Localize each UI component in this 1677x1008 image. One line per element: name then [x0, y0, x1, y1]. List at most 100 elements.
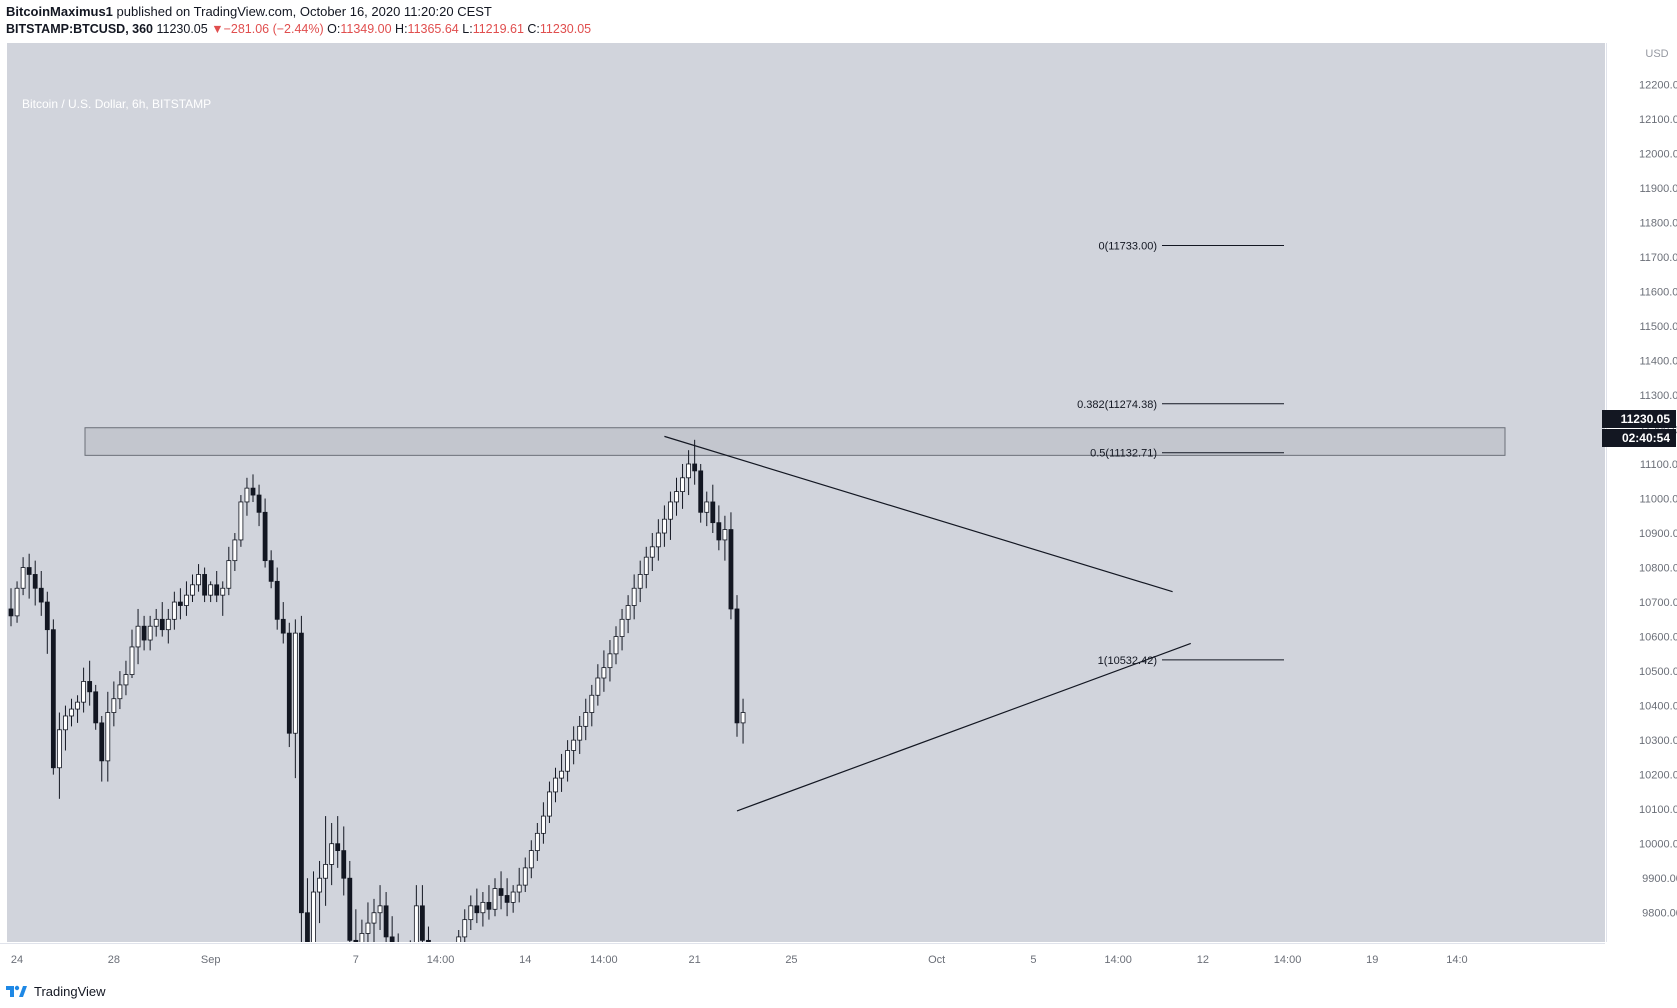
candle [335, 816, 341, 868]
candle [268, 550, 274, 589]
price-tick-label: 11600.00 [1639, 286, 1677, 298]
candle [50, 619, 56, 775]
candle [462, 909, 468, 951]
candle [474, 888, 480, 924]
time-tick-label: 25 [785, 954, 797, 966]
candle [250, 474, 256, 502]
candle [722, 515, 728, 561]
time-tick-label: 21 [689, 954, 701, 966]
high-value: 11365.64 [407, 22, 459, 36]
candlestick-chart[interactable]: 0(11733.00) 0.382(11274.38) 0.5(11132.71) 1… [7, 43, 1605, 1008]
candle [177, 588, 183, 620]
candle [413, 885, 419, 962]
candle [547, 781, 552, 823]
candle [44, 591, 50, 654]
candle [498, 871, 504, 910]
currency-label: USD [1645, 48, 1668, 60]
candle [395, 933, 401, 1003]
price-tick-label: 10700.00 [1639, 597, 1677, 609]
candle [377, 885, 383, 930]
candle [93, 684, 99, 730]
chart-legend: Bitcoin / U.S. Dollar, 6h, BITSTAMP [22, 97, 212, 111]
candle [75, 695, 80, 723]
ohlc-line: BITSTAMP:BTCUSD, 360 11230.05 ▼−281.06 (… [6, 22, 591, 36]
time-tick-label: 14:0 [1446, 954, 1467, 966]
publish-line: BitcoinMaximus1 published on TradingView… [6, 4, 492, 19]
price-tick-label: 10100.00 [1639, 804, 1677, 816]
candle [57, 712, 62, 799]
candle [504, 878, 510, 917]
candle [674, 477, 679, 516]
open-label: O: [327, 22, 341, 36]
candle [347, 860, 353, 951]
candle [710, 484, 716, 534]
candle [631, 574, 637, 620]
price-tick-label: 11300.00 [1639, 390, 1677, 402]
low-label: L: [462, 22, 473, 36]
close-value: 11230.05 [539, 22, 592, 36]
candle [686, 450, 691, 496]
descending-trendline [664, 435, 1173, 593]
candle [208, 581, 214, 603]
candle [643, 546, 649, 589]
last-price-tag: 11230.05 [1602, 410, 1676, 429]
time-tick-label: 7 [353, 954, 359, 966]
candle [468, 895, 474, 930]
candle [371, 898, 377, 944]
price-tick-label: 11500.00 [1639, 321, 1677, 333]
time-tick-label: 14:00 [1274, 954, 1302, 966]
tradingview-logo-icon[interactable] [6, 984, 28, 998]
candle [232, 533, 238, 571]
time-tick-label: 14 [519, 954, 531, 966]
candle [159, 602, 165, 637]
candle [365, 902, 371, 955]
candle [202, 567, 208, 603]
candle [698, 463, 704, 523]
time-tick-label: 14:00 [427, 954, 455, 966]
candle [63, 705, 68, 751]
candle [389, 916, 395, 968]
candle [516, 867, 522, 903]
time-axis: 24 28 Sep 7 14:00 14 14:00 21 25 Oct 5 14:00 12 14:00… [11, 954, 1468, 966]
price-tick-label: 10200.00 [1639, 770, 1677, 782]
candle [153, 608, 159, 637]
candle [147, 615, 153, 651]
price-tick-label: 11100.00 [1640, 459, 1677, 471]
price-tick-label: 11900.00 [1639, 183, 1677, 195]
price-tick-label: 12000.00 [1639, 148, 1677, 160]
price-tick-label: 11000.00 [1639, 494, 1677, 506]
price-tick-label: 10600.00 [1639, 632, 1677, 644]
fib-level-label: 0.5(11132.71) [1090, 448, 1157, 460]
candle [129, 629, 135, 679]
high-label: H: [395, 22, 408, 36]
candle [214, 570, 220, 603]
candle [565, 740, 570, 782]
chart-plot-area[interactable]: 0(11733.00) 0.382(11274.38) 0.5(11132.71) 1… [7, 43, 1605, 1008]
candle [510, 885, 516, 913]
candle [734, 595, 740, 737]
candle [407, 940, 413, 1008]
candle [619, 608, 625, 651]
candle [38, 570, 44, 616]
ascending-trendline [736, 642, 1191, 812]
candle [298, 615, 304, 982]
candle [305, 878, 310, 975]
tradingview-brand[interactable]: TradingView [34, 983, 106, 999]
price-scale[interactable]: USD 9800.00 9900.00 10000.00 10100.00 10200.0… [1602, 43, 1677, 942]
time-tick-label: 19 [1366, 954, 1378, 966]
candle [522, 857, 528, 893]
candle [141, 615, 147, 651]
candle [655, 519, 661, 561]
candle [220, 581, 226, 616]
candle [105, 691, 111, 782]
candle [613, 626, 619, 665]
last-price: 11230.05 [156, 22, 208, 36]
fib-level-label: 0(11733.00) [1098, 240, 1157, 252]
price-axis: USD 9800.00 9900.00 10000.00 10100.00 10200.0… [1639, 48, 1677, 920]
price-tick-label: 11400.00 [1639, 355, 1677, 367]
candle [577, 715, 583, 754]
time-scale[interactable]: 24 28 Sep 7 14:00 14 14:00 21 25 Oct 5 14:00 12 14:00… [0, 943, 1605, 973]
author-name[interactable]: BitcoinMaximus1 [6, 4, 113, 19]
candle [740, 698, 746, 744]
candle [625, 595, 631, 634]
